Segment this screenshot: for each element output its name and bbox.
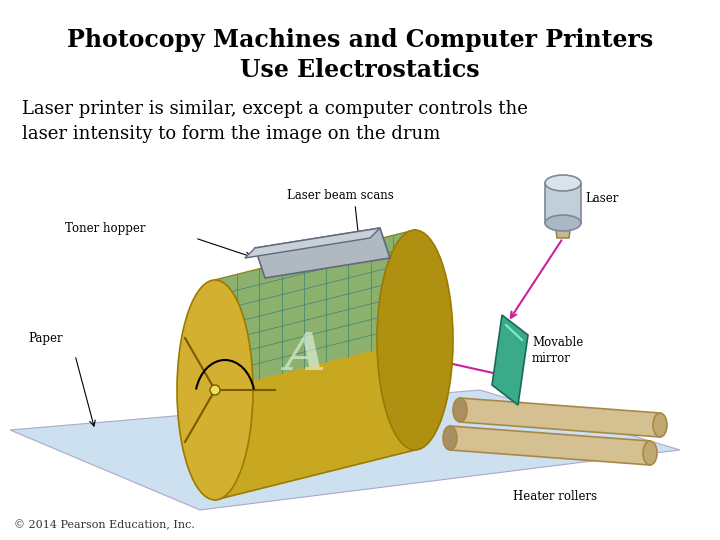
Ellipse shape — [545, 175, 581, 191]
Ellipse shape — [443, 426, 457, 450]
Polygon shape — [215, 230, 415, 390]
Ellipse shape — [377, 230, 453, 450]
Text: © 2014 Pearson Education, Inc.: © 2014 Pearson Education, Inc. — [14, 519, 195, 530]
Ellipse shape — [177, 280, 253, 500]
Polygon shape — [215, 230, 415, 500]
Text: Movable
mirror: Movable mirror — [532, 335, 583, 364]
Text: Laser beam scans: Laser beam scans — [287, 189, 393, 202]
Polygon shape — [245, 228, 380, 258]
Text: A: A — [284, 329, 325, 381]
Text: Laser: Laser — [585, 192, 618, 205]
Polygon shape — [10, 390, 680, 510]
Text: Heater rollers: Heater rollers — [513, 490, 597, 503]
Polygon shape — [545, 183, 581, 223]
Ellipse shape — [210, 385, 220, 395]
Text: Paper: Paper — [28, 332, 63, 345]
Text: Toner hopper: Toner hopper — [65, 222, 145, 235]
Polygon shape — [460, 398, 660, 437]
Polygon shape — [492, 315, 528, 405]
Text: Use Electrostatics: Use Electrostatics — [240, 58, 480, 82]
Text: Laser printer is similar, except a computer controls the
laser intensity to form: Laser printer is similar, except a compu… — [22, 100, 528, 143]
Polygon shape — [555, 223, 571, 238]
Ellipse shape — [545, 215, 581, 231]
Ellipse shape — [453, 398, 467, 422]
Ellipse shape — [643, 441, 657, 465]
Polygon shape — [450, 426, 650, 465]
Text: Photocopy Machines and Computer Printers: Photocopy Machines and Computer Printers — [67, 28, 653, 52]
Ellipse shape — [653, 413, 667, 437]
Polygon shape — [255, 228, 390, 278]
